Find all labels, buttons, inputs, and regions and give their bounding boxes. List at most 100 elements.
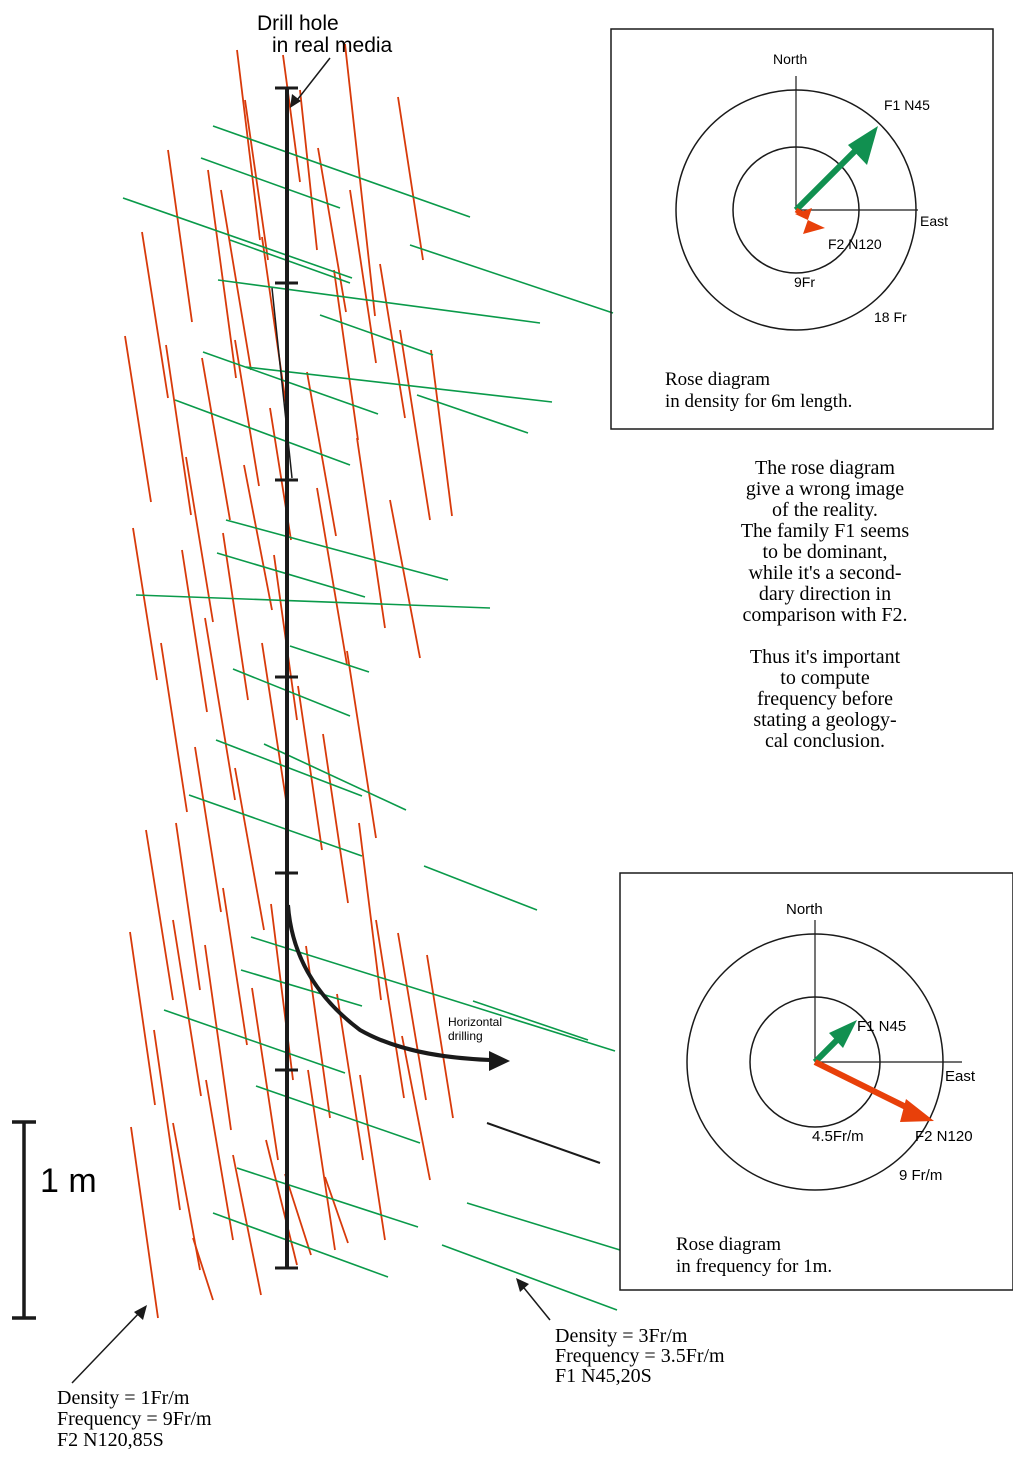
rose-density-f2-label: F2 N120: [828, 236, 882, 252]
rose-frequency-inner-ring-label: 4.5Fr/m: [812, 1128, 864, 1145]
f2-fracture-trace: [244, 99, 269, 261]
f2-fracture-trace: [389, 499, 421, 659]
f1-fracture-trace: [232, 668, 351, 717]
f2-fracture-trace: [165, 344, 192, 516]
f1-fracture-trace: [240, 969, 363, 1007]
rose-density-frame: [610, 28, 994, 430]
rose-frequency-f1-label: F1 N45: [857, 1018, 906, 1035]
scale-bar-label: 1 m: [40, 1162, 97, 1200]
f2-fracture-trace: [358, 822, 382, 1001]
f1-note-arrowhead: [516, 1278, 529, 1292]
explanation-line: The rose diagram: [755, 457, 895, 479]
explanation-line: give a wrong image: [746, 478, 904, 500]
f2-fracture-trace: [426, 954, 454, 1119]
f1-fracture-trace: [135, 594, 491, 609]
f2-fracture-trace: [430, 349, 453, 517]
rose-frequency-f2-label: F2 N120: [915, 1128, 973, 1145]
f2-fracture-trace: [284, 1173, 312, 1256]
rose-frequency-caption-line2: in frequency for 1m.: [676, 1256, 832, 1277]
f2-fracture-trace: [344, 43, 376, 317]
f2-fracture-trace: [153, 1029, 181, 1211]
f1-fracture-trace: [122, 197, 353, 279]
f2-fracture-trace: [234, 339, 260, 487]
f2-fracture-trace: [236, 49, 261, 241]
f2-fracture-trace: [307, 1069, 336, 1251]
f1-fracture-trace: [423, 865, 538, 911]
f1-fracture-trace: [319, 314, 434, 356]
f2-fracture-trace: [201, 357, 231, 521]
rose-frequency-outer-ring-label: 9 Fr/m: [899, 1167, 942, 1184]
f1-fracture-trace: [250, 936, 616, 1052]
f2-fracture-trace: [220, 189, 252, 371]
f1-fracture-trace: [188, 794, 363, 857]
drill-tick-marks: [275, 86, 298, 1270]
horizontal-drilling-label-2: drilling: [448, 1029, 483, 1043]
f1-fracture-trace: [441, 1244, 618, 1311]
f1-fracture-trace: [163, 1009, 346, 1074]
rose-frequency-north-label: North: [786, 901, 823, 918]
f2-fracture-trace: [251, 987, 279, 1161]
f2-fracture-trace: [401, 1035, 431, 1181]
horizontal-drilling-label-1: Horizontal: [448, 1015, 502, 1029]
f1-fracture-lines: [122, 125, 621, 1311]
f2-fracture-trace: [194, 746, 222, 913]
f2-fracture-trace: [317, 147, 347, 313]
explanation-text: The rose diagram give a wrong image of the…: [741, 457, 910, 752]
f1-fracture-trace: [229, 239, 351, 284]
f1-fracture-trace: [255, 1085, 421, 1144]
rose-density-f1-label: F1 N45: [884, 97, 930, 113]
f2-fracture-trace: [316, 487, 348, 666]
f2-note-arrowhead: [134, 1305, 147, 1320]
f1-fracture-trace: [212, 125, 471, 218]
f2-note: Density = 1Fr/m Frequency = 9Fr/m F2 N12…: [57, 1305, 212, 1451]
f1-fracture-trace: [216, 552, 366, 598]
rose-frequency-caption-line1: Rose diagram: [676, 1234, 781, 1255]
rose-density-inner-ring-label: 9Fr: [794, 274, 815, 290]
f2-fracture-trace: [129, 931, 156, 1106]
f2-fracture-trace: [181, 549, 208, 713]
explanation-line: The family F1 seems: [741, 520, 910, 542]
f2-fracture-trace: [265, 1139, 298, 1266]
rose-density-caption-line1: Rose diagram: [665, 369, 770, 390]
f1-fracture-trace: [225, 519, 449, 581]
f2-fracture-trace: [222, 532, 249, 701]
explanation-line: cal conclusion.: [765, 730, 885, 752]
f2-fracture-trace: [167, 149, 193, 323]
horizontal-drilling-arrowhead: [489, 1051, 510, 1071]
f1-note-line3: F1 N45,20S: [555, 1365, 652, 1387]
f2-fracture-trace: [282, 54, 301, 183]
explanation-line: Thus it's important: [750, 646, 901, 668]
rose-frequency-east-label: East: [945, 1068, 976, 1085]
explanation-line: dary direction in: [759, 583, 891, 605]
explanation-line: [823, 625, 828, 647]
rose-frequency-f1-arrow: [829, 1020, 857, 1048]
f1-fracture-trace: [217, 279, 541, 324]
f2-fracture-trace: [261, 642, 287, 801]
f2-fracture-trace: [297, 685, 323, 851]
f2-fracture-trace: [333, 269, 359, 441]
drill-hole-label-line1: Drill hole: [257, 12, 339, 35]
f2-fracture-lines: [124, 43, 454, 1319]
f2-note-line2: Frequency = 9Fr/m: [57, 1408, 212, 1430]
f2-fracture-trace: [322, 733, 349, 904]
f2-fracture-trace: [243, 464, 273, 611]
drill-hole-label-line2: in real media: [272, 34, 393, 57]
rose-frequency-f2-arrow: [900, 1099, 934, 1122]
rose-density-east-label: East: [920, 213, 948, 229]
f1-fracture-trace: [472, 1000, 589, 1041]
rose-density-caption-line2: in density for 6m length.: [665, 391, 852, 412]
f1-fracture-trace: [212, 1212, 389, 1278]
f1-fracture-trace: [174, 399, 351, 466]
f1-fracture-trace: [202, 351, 379, 415]
scale-bar: 1 m: [12, 1120, 97, 1320]
f2-fracture-trace: [132, 527, 158, 681]
explanation-line: stating a geology-: [753, 709, 896, 731]
f1-note-line1: Density = 3Fr/m: [555, 1325, 688, 1347]
f2-fracture-trace: [222, 887, 248, 1046]
rose-density-f1-arrow: [848, 126, 878, 165]
f2-fracture-trace: [299, 89, 318, 251]
f2-fracture-trace: [205, 1079, 234, 1241]
f2-fracture-trace: [130, 1126, 159, 1319]
rose-density-north-label: North: [773, 51, 807, 67]
